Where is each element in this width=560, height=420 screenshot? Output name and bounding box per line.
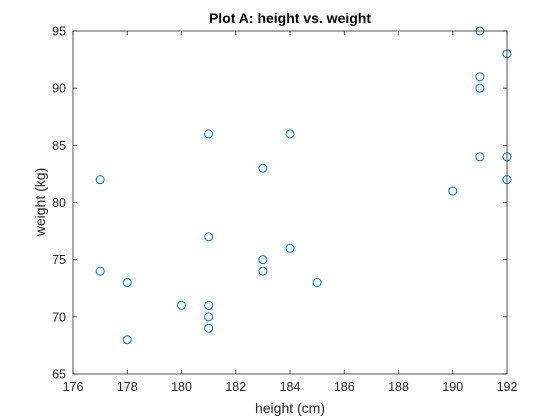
chart-title: Plot A: height vs. weight xyxy=(209,10,371,26)
data-point xyxy=(204,323,214,333)
data-point xyxy=(122,278,132,288)
data-point xyxy=(95,266,105,276)
data-point xyxy=(285,243,295,253)
x-tick-label: 192 xyxy=(497,380,518,394)
data-point xyxy=(448,186,458,196)
y-axis-label: weight (kg) xyxy=(32,168,48,237)
plot-area xyxy=(73,31,507,374)
y-tick-label: 75 xyxy=(52,253,66,267)
data-point xyxy=(204,312,214,322)
data-point xyxy=(475,83,485,93)
x-tick-label: 184 xyxy=(280,380,301,394)
y-tick-label: 65 xyxy=(52,368,66,382)
x-tick-label: 180 xyxy=(171,380,192,394)
x-tick-label: 178 xyxy=(117,380,138,394)
data-point xyxy=(177,300,186,310)
plot-frame xyxy=(72,30,508,375)
data-point xyxy=(312,278,322,288)
y-tick-label: 95 xyxy=(52,25,66,39)
data-point xyxy=(258,255,268,265)
y-tick-label: 85 xyxy=(52,139,66,153)
x-tick-label: 188 xyxy=(388,380,409,394)
x-tick-label: 176 xyxy=(63,380,84,394)
data-point xyxy=(204,300,214,310)
x-axis-ticks: 176 178 180 182 184 186 188 190 192 xyxy=(63,31,518,394)
data-point xyxy=(95,175,105,185)
x-tick-label: 190 xyxy=(442,380,463,394)
x-tick-label: 182 xyxy=(225,380,246,394)
data-point xyxy=(258,266,268,276)
data-point xyxy=(475,72,485,82)
y-tick-label: 70 xyxy=(52,310,66,324)
x-tick-label: 186 xyxy=(334,380,355,394)
x-axis-label: height (cm) xyxy=(255,400,325,416)
data-point xyxy=(475,152,485,162)
y-tick-label: 80 xyxy=(52,196,66,210)
data-point xyxy=(204,129,214,139)
y-tick-label: 90 xyxy=(52,82,66,96)
y-axis-ticks: 65 70 75 80 85 90 95 xyxy=(52,25,507,382)
data-point xyxy=(285,129,295,139)
data-point xyxy=(204,232,214,242)
data-point xyxy=(122,335,132,345)
data-point xyxy=(258,163,268,173)
